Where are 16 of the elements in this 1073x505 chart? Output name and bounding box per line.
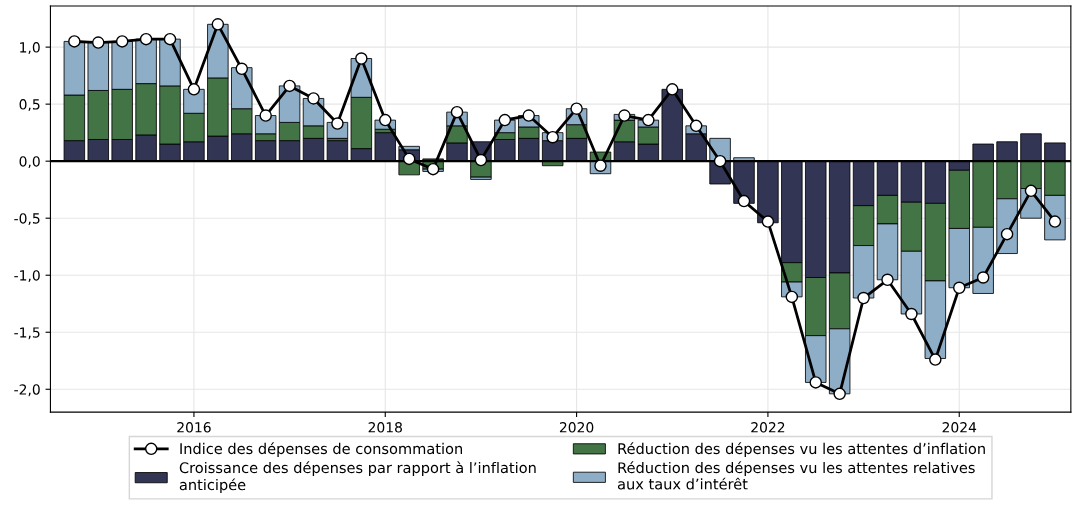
legend-label: Croissance des dépenses par rapport à l’inflation anticipée — [179, 461, 536, 494]
y-tick-label: 0,0 — [19, 156, 40, 169]
y-tick-label: -1,5 — [14, 327, 40, 340]
y-tick-label: 1,0 — [20, 42, 40, 55]
x-tick-label: 2020 — [559, 422, 594, 433]
legend-label: Réduction des dépenses vu les attentes relatives aux taux d’intérêt — [617, 461, 975, 490]
y-tick-label: 0,5 — [19, 99, 40, 112]
legend-label: Réduction des dépenses vu les attentes d’inflation — [618, 442, 985, 457]
x-tick-label: 2016 — [177, 422, 211, 433]
y-tick-label: -1,0 — [14, 270, 40, 283]
x-tick-label: 2024 — [942, 422, 977, 433]
y-tick-label: -2,0 — [14, 384, 40, 397]
x-tick-label: 2022 — [751, 422, 785, 433]
x-tick-label: 2018 — [368, 422, 402, 433]
legend-label: Indice des dépenses de consommation — [180, 442, 462, 457]
y-tick-label: -0,5 — [14, 213, 40, 226]
